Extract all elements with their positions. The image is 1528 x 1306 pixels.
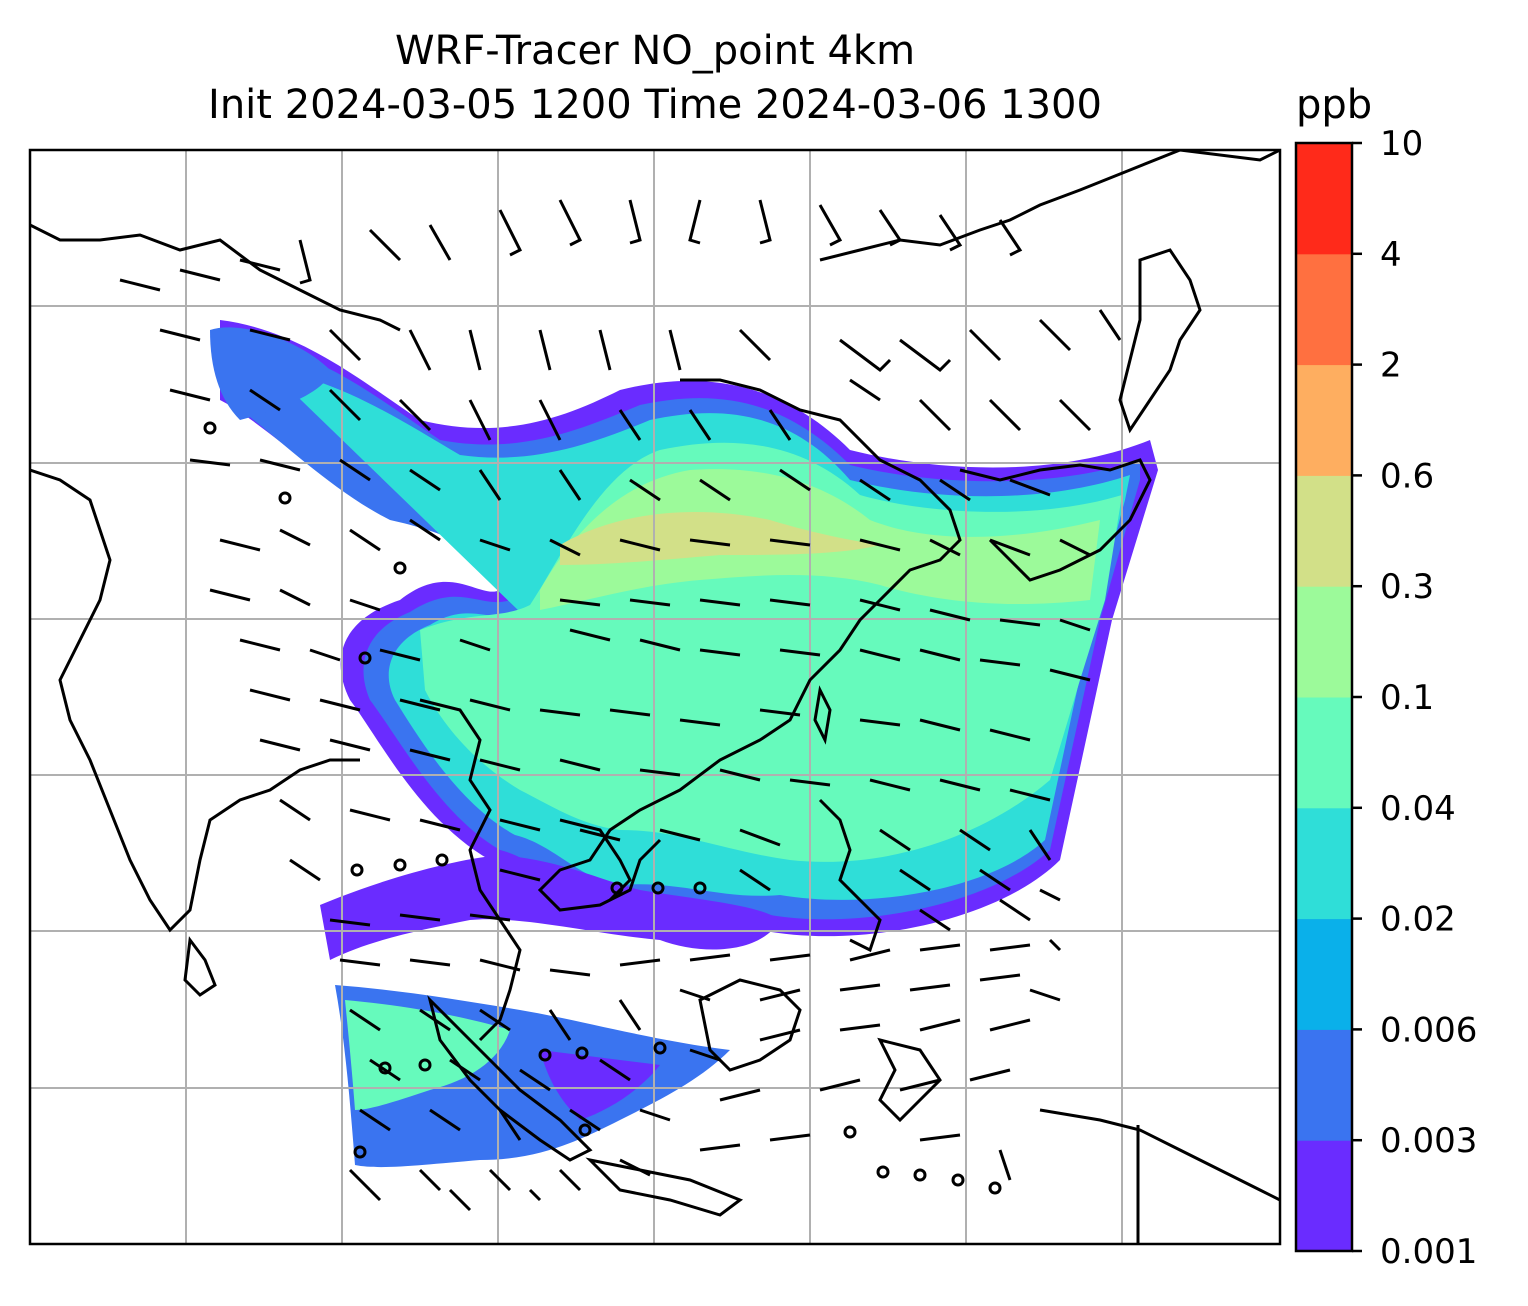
coastline-korea xyxy=(959,458,1152,582)
colorbar-tick-label: 0.006 xyxy=(1380,1010,1477,1050)
colorbar-segment xyxy=(1296,475,1352,587)
coastline-sumatra xyxy=(427,995,593,1162)
coastlines xyxy=(30,150,1280,1244)
colorbar-tick-label: 0.003 xyxy=(1380,1121,1477,1161)
colorbar-segment xyxy=(1296,143,1352,255)
colorbar-segment xyxy=(1296,1140,1352,1252)
map-frame xyxy=(28,148,1282,1246)
colorbar-tick-label: 0.04 xyxy=(1380,789,1456,829)
colorbar-segment xyxy=(1296,364,1352,476)
calm-markers xyxy=(203,421,1002,1195)
coastline-japan xyxy=(1118,248,1202,434)
tracer-field-south-4 xyxy=(540,1050,660,1120)
graticule xyxy=(30,150,1280,1244)
coastline-india xyxy=(30,468,360,933)
colorbar-tick-label: 10 xyxy=(1380,124,1423,164)
coastline-taiwan xyxy=(813,685,832,745)
tracer-field-south-1 xyxy=(320,855,780,960)
coastline-china xyxy=(537,378,962,912)
colorbar-segment xyxy=(1296,586,1352,698)
colorbar-segment xyxy=(1296,807,1352,920)
colorbar-segment xyxy=(1296,697,1352,809)
wind-barbs xyxy=(119,199,1122,1212)
map-subtitle: Init 2024-03-05 1200 Time 2024-03-06 130… xyxy=(208,82,1102,128)
map-panel xyxy=(30,150,1280,1244)
colorbar-tick-label: 0.6 xyxy=(1380,456,1434,496)
coastline-indochina xyxy=(419,698,522,1042)
coastline-borneo xyxy=(698,978,802,1072)
coastline-russia xyxy=(819,150,1280,262)
colorbar-segment xyxy=(1296,253,1352,366)
coastline-sulawesi xyxy=(877,1037,942,1123)
colorbar-tick-label: 0.02 xyxy=(1380,900,1456,940)
colorbar-tick-label: 0.001 xyxy=(1380,1232,1477,1272)
coastline-newguinea xyxy=(1039,1108,1280,1202)
colorbar: 0.001 0.003 0.006 0.02 0.04 0.1 0.3 0.6 2 4 10 xyxy=(1294,124,1477,1272)
map-title: WRF-Tracer NO_point 4km xyxy=(394,28,916,74)
colorbar-segment xyxy=(1296,1029,1352,1141)
colorbar-tick-label: 4 xyxy=(1380,235,1402,275)
coastline-philippines xyxy=(818,798,882,953)
coastline-srilanka xyxy=(183,936,217,997)
colorbar-segment xyxy=(1296,918,1352,1030)
tracer-field-west-arm xyxy=(210,327,330,420)
tracer-field-band-6 xyxy=(560,512,880,565)
colorbar-tick-label: 2 xyxy=(1380,346,1402,386)
colorbar-tick-label: 0.3 xyxy=(1380,567,1434,607)
colorbar-tick-label: 0.1 xyxy=(1380,678,1434,718)
tracer-field xyxy=(210,320,1158,1168)
coastline-north xyxy=(30,223,401,332)
coastline-java xyxy=(585,1157,744,1217)
tracer-field-south-3 xyxy=(345,1000,510,1110)
